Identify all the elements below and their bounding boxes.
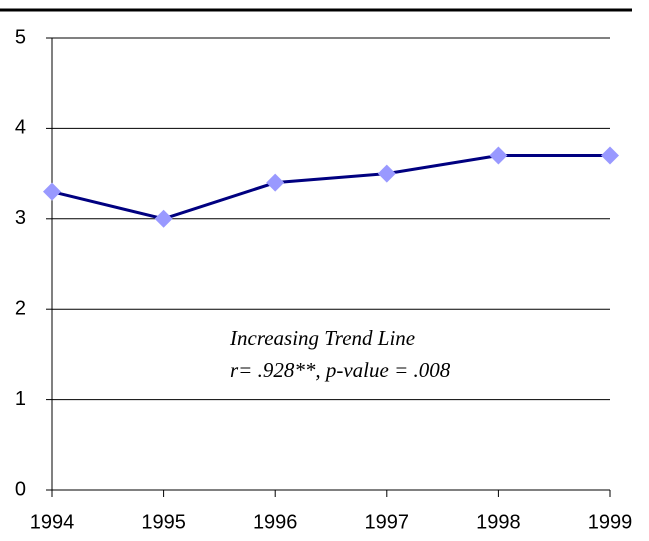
x-tick-label: 1998 bbox=[476, 511, 521, 533]
y-tick-label: 5 bbox=[15, 26, 26, 48]
x-tick-label: 1995 bbox=[141, 511, 186, 533]
marker bbox=[377, 164, 396, 183]
y-tick-label: 4 bbox=[15, 117, 26, 139]
y-tick-label: 0 bbox=[15, 478, 26, 500]
marker bbox=[266, 173, 285, 192]
x-tick-label: 1997 bbox=[365, 511, 410, 533]
marker bbox=[601, 146, 619, 165]
marker bbox=[43, 182, 61, 201]
data-line bbox=[51, 154, 610, 221]
marker bbox=[489, 146, 508, 165]
y-tick-label: 2 bbox=[15, 297, 26, 319]
y-tick-label: 1 bbox=[15, 388, 26, 410]
marker bbox=[154, 209, 173, 228]
y-tick-label: 3 bbox=[15, 207, 26, 229]
x-tick-label: 1994 bbox=[30, 511, 75, 533]
x-tick-label: 1996 bbox=[253, 511, 298, 533]
x-tick-label: 1999 bbox=[588, 511, 633, 533]
annotation: Increasing Trend Line bbox=[229, 326, 415, 350]
annotation: r= .928**, p-value = .008 bbox=[230, 358, 451, 382]
